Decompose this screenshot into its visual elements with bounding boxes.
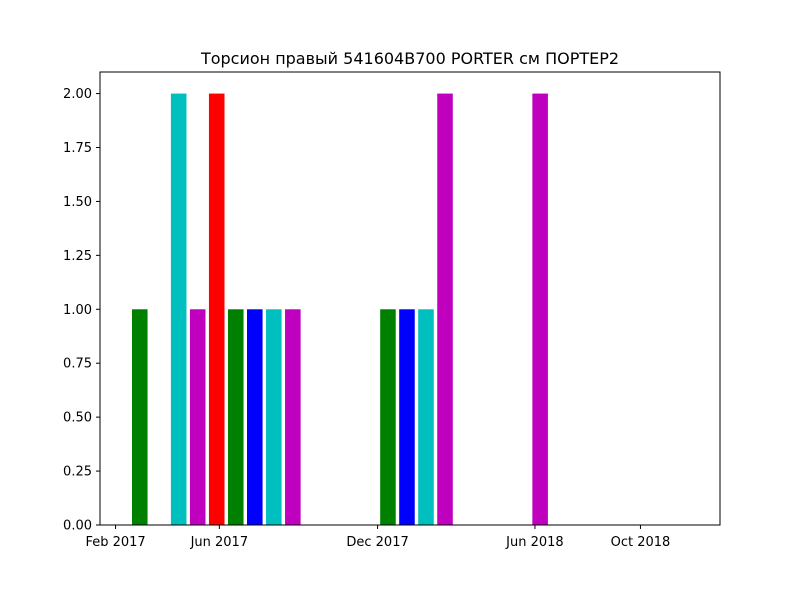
bar-7 [266,309,282,525]
bar-6 [247,309,263,525]
bar-12 [437,93,453,525]
plot-frame [99,71,721,526]
y-tick-label: 1.75 [63,141,92,156]
bar-5 [227,309,244,525]
bar-2 [170,93,187,525]
bar-11 [418,309,434,525]
x-tick-label: Jun 2018 [505,535,564,550]
bar-8 [285,309,301,525]
bars-group [131,93,548,525]
y-tick-label: 0.00 [63,519,92,534]
chart-title: Торсион правый 541604B700 PORTER см ПОРТ… [200,49,619,68]
bar-9 [380,309,396,525]
bar-10 [399,309,415,525]
bar-3 [189,309,206,525]
y-tick-label: 0.25 [63,465,92,480]
x-tick-label: Oct 2018 [611,535,671,550]
y-axis-ticks: 0.00 0.25 0.50 0.75 1.00 1.25 1.50 1.75 2.00 [63,87,100,534]
x-tick-label: Dec 2017 [346,535,408,550]
x-tick-label: Jun 2017 [190,535,249,550]
y-tick-label: 2.00 [63,87,92,102]
bar-1 [131,309,148,525]
y-tick-label: 1.50 [63,195,92,210]
x-tick-label: Feb 2017 [85,535,145,550]
y-tick-label: 1.25 [63,249,92,264]
x-axis-ticks: Feb 2017 Jun 2017 Dec 2017 Jun 2018 Oct 2018 [85,525,670,550]
y-tick-label: 0.50 [63,411,92,426]
bar-13 [532,93,548,525]
bar-4 [208,93,225,525]
y-tick-label: 0.75 [63,357,92,372]
y-tick-label: 1.00 [63,303,92,318]
